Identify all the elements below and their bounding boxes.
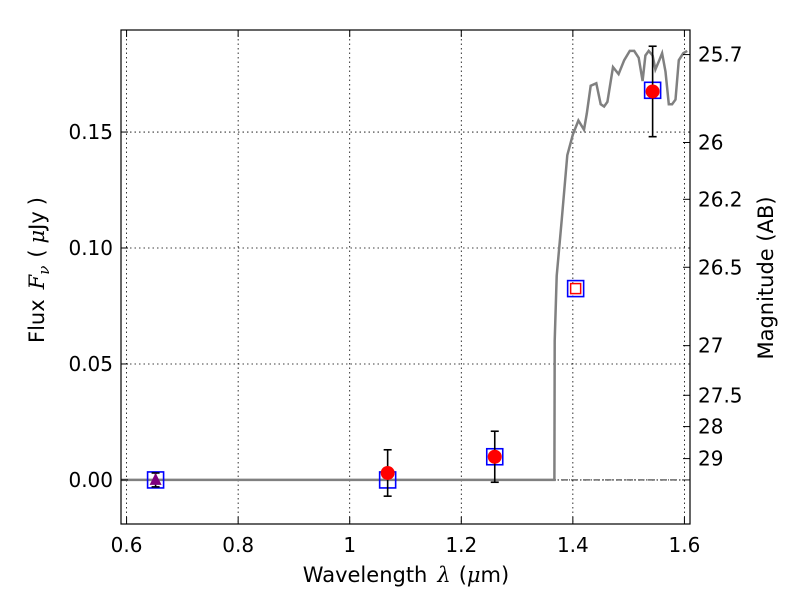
x-label-unit-open: ( (459, 563, 467, 587)
y2-tick-label: 25.7 (698, 43, 743, 67)
y2-tick-label: 26 (698, 130, 723, 154)
y-label-unit-rest: Jy (25, 211, 49, 232)
open-detection-marker (569, 282, 582, 295)
series-layer (121, 45, 688, 497)
model-photometry-square (566, 279, 585, 298)
y2-tick-label: 29 (698, 447, 723, 471)
y-tick-label: 0.00 (68, 468, 113, 492)
x-tick-label: 0.8 (222, 533, 254, 557)
y-label-prefix: Flux (25, 299, 49, 343)
x-tick-label: 1.6 (669, 533, 701, 557)
axes-layer (120, 29, 691, 525)
y2-tick-label: 27 (698, 334, 723, 358)
y-label-unit-mu: μ (25, 230, 49, 244)
model-spectrum-line (121, 48, 688, 482)
y-tick-label: 0.15 (68, 120, 113, 144)
y-label-unit-close: ) (25, 197, 49, 205)
y-tick-label: 0.10 (68, 236, 113, 260)
x-tick-label: 1.2 (445, 533, 477, 557)
x-tick-label: 1 (343, 533, 356, 557)
x-tick-label: 1.4 (557, 533, 589, 557)
y-label-subscript: ν (35, 266, 53, 275)
y-tick-label: 0.05 (68, 352, 113, 376)
upper-limit-marker (149, 472, 162, 485)
y2-axis-label: Magnitude (AB) (754, 196, 778, 359)
model-photometry-square (146, 471, 165, 489)
y-label-symbol: F (25, 273, 49, 290)
x-label-prefix: Wavelength (303, 563, 428, 587)
detection-point (487, 449, 502, 464)
x-label-unit-mu: μ (467, 563, 481, 587)
x-label-unit-rest: m) (481, 563, 510, 587)
detection-point (645, 84, 660, 99)
y2-tick-label: 26.2 (698, 187, 743, 211)
x-tick-label: 0.6 (111, 533, 143, 557)
x-label-symbol: λ (436, 563, 450, 587)
y-label-unit-open: ( (25, 249, 49, 257)
plot-frame (120, 29, 691, 525)
detection-point (380, 465, 395, 480)
y2-tick-label: 27.5 (698, 383, 743, 407)
y-axis-label: Flux Fν ( μJy) (25, 197, 53, 343)
x-axis-label: Wavelength λ (μm) (303, 563, 509, 587)
y2-tick-label: 26.5 (698, 255, 743, 279)
ticks-layer: 0.6 0.8 1 1.2 1.4 1.6 0.00 0.05 0.10 0.15 25.7 26 26… (68, 30, 743, 557)
y2-tick-label: 28 (698, 415, 723, 439)
